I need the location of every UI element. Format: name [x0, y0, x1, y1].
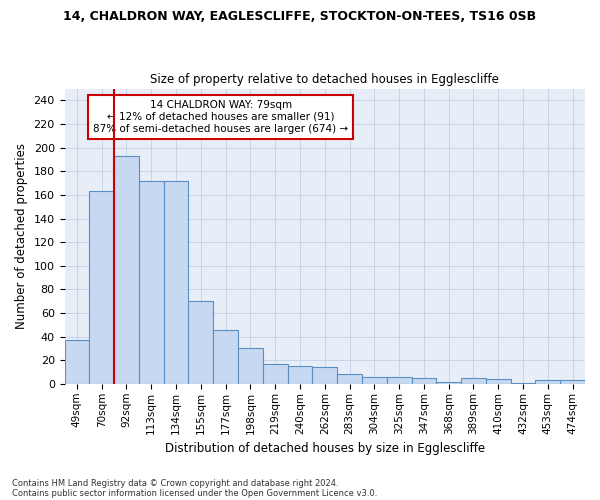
Text: Contains HM Land Registry data © Crown copyright and database right 2024.: Contains HM Land Registry data © Crown c… [12, 478, 338, 488]
Bar [287, 366, 313, 384]
Bar [387, 377, 412, 384]
Bar [362, 377, 387, 384]
Bar [238, 348, 263, 384]
Text: 14, CHALDRON WAY, EAGLESCLIFFE, STOCKTON-ON-TEES, TS16 0SB: 14, CHALDRON WAY, EAGLESCLIFFE, STOCKTON… [64, 10, 536, 23]
Bar [213, 330, 238, 384]
Bar [461, 378, 486, 384]
Bar [65, 340, 89, 384]
Bar [188, 301, 213, 384]
Bar [89, 192, 114, 384]
Bar [139, 180, 164, 384]
Bar [164, 180, 188, 384]
Bar [263, 364, 287, 384]
Bar [412, 378, 436, 384]
Bar [486, 379, 511, 384]
Y-axis label: Number of detached properties: Number of detached properties [15, 143, 28, 329]
Bar [313, 368, 337, 384]
X-axis label: Distribution of detached houses by size in Egglescliffe: Distribution of detached houses by size … [165, 442, 485, 455]
Bar [114, 156, 139, 384]
Bar [337, 374, 362, 384]
Bar [436, 382, 461, 384]
Bar [535, 380, 560, 384]
Text: 14 CHALDRON WAY: 79sqm
← 12% of detached houses are smaller (91)
87% of semi-det: 14 CHALDRON WAY: 79sqm ← 12% of detached… [93, 100, 348, 134]
Title: Size of property relative to detached houses in Egglescliffe: Size of property relative to detached ho… [151, 73, 499, 86]
Text: Contains public sector information licensed under the Open Government Licence v3: Contains public sector information licen… [12, 488, 377, 498]
Bar [511, 382, 535, 384]
Bar [560, 380, 585, 384]
